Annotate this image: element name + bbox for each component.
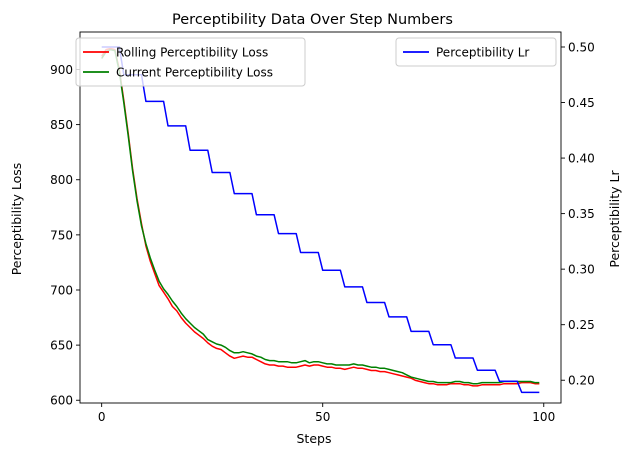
y-tick-label: 850 xyxy=(50,118,73,132)
series-line-perceptibility-lr xyxy=(101,46,540,394)
y2-tick-label: 0.35 xyxy=(568,207,595,221)
plot-area xyxy=(79,31,562,404)
y-axis-label: Perceptibility Loss xyxy=(9,163,24,276)
x-axis-label: Steps xyxy=(297,431,332,446)
x-tick-label: 100 xyxy=(532,410,555,424)
y2-axis-label: Perceptibility Lr xyxy=(607,170,622,268)
axis-ticks: 0 50 100 600 650 700 750 800 850 900 0.20 0.25 0.30 0… xyxy=(50,40,595,424)
x-tick-label: 0 xyxy=(98,410,106,424)
y2-tick-label: 0.20 xyxy=(568,374,595,388)
y-tick-label: 650 xyxy=(50,339,73,353)
legend-label: Perceptibility Lr xyxy=(436,46,529,60)
y-tick-label: 900 xyxy=(50,63,73,77)
y-tick-label: 750 xyxy=(50,228,73,242)
y2-tick-label: 0.30 xyxy=(568,263,595,277)
series-line-rolling-perceptibility-loss xyxy=(101,47,540,387)
legend-label: Rolling Perceptibility Loss xyxy=(116,46,268,60)
x-tick-label: 50 xyxy=(315,410,330,424)
y2-tick-label: 0.45 xyxy=(568,96,595,110)
chart-title: Perceptibility Data Over Step Numbers xyxy=(172,12,453,28)
plot-frame xyxy=(79,31,562,404)
legend-label: Current Perceptibility Loss xyxy=(116,66,273,80)
y2-tick-label: 0.25 xyxy=(568,318,595,332)
legend-box xyxy=(75,37,306,87)
y-tick-label: 700 xyxy=(50,283,73,297)
series-line-current-perceptibility-loss xyxy=(101,48,540,385)
y2-tick-label: 0.40 xyxy=(568,152,595,166)
legend-left: Rolling Perceptibility Loss Current Perce… xyxy=(75,37,306,87)
y2-tick-label: 0.50 xyxy=(568,40,595,54)
legend-box xyxy=(395,37,557,67)
y-tick-label: 600 xyxy=(50,394,73,408)
y-tick-label: 800 xyxy=(50,173,73,187)
legend-right: Perceptibility Lr xyxy=(395,37,557,67)
